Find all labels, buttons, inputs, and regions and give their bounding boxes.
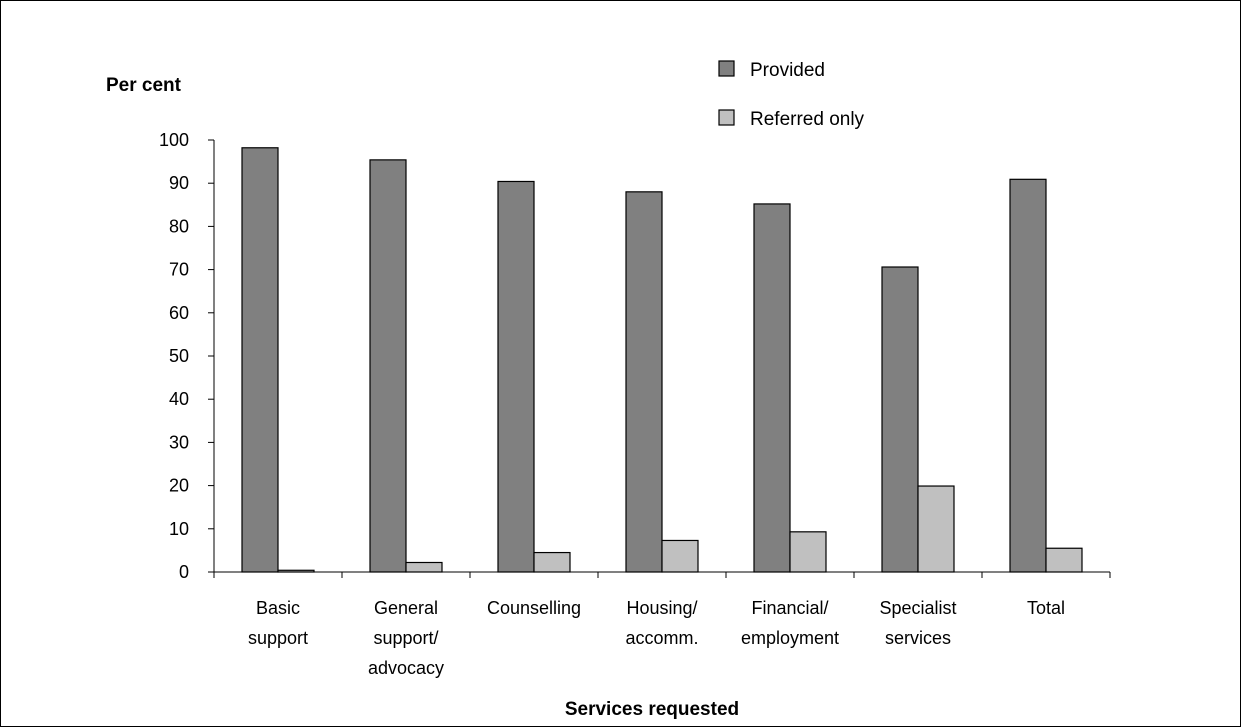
bar-provided	[241, 147, 279, 573]
x-tick-label: Specialist services	[879, 598, 956, 648]
x-tick-label: Basic support	[248, 598, 308, 648]
bar-referred-only	[1045, 547, 1083, 573]
bar-provided	[753, 203, 791, 573]
y-tick-label: 70	[169, 260, 189, 280]
bar-referred-only	[917, 485, 955, 573]
x-tick-label: General support/advocacy	[368, 598, 444, 678]
legend-swatch-provided	[718, 60, 735, 77]
y-tick-label: 60	[169, 303, 189, 323]
y-tick-label: 0	[179, 562, 189, 582]
y-tick-label: 30	[169, 432, 189, 452]
bar-provided	[881, 266, 919, 573]
y-tick-label: 20	[169, 476, 189, 496]
bar-referred-only	[533, 551, 571, 573]
x-tick-label: Housing/accomm.	[625, 598, 698, 648]
legend-swatch-referred-only	[718, 109, 735, 126]
y-tick-label: 80	[169, 216, 189, 236]
y-tick-label: 50	[169, 346, 189, 366]
y-tick-label: 100	[159, 130, 189, 150]
bar-provided	[1009, 178, 1047, 573]
x-tick-label: Counselling	[487, 598, 581, 618]
bar-referred-only	[789, 531, 827, 573]
x-axis-title: Services requested	[565, 699, 739, 720]
bar-provided	[369, 159, 407, 573]
x-tick-label: Total	[1027, 598, 1065, 618]
bar-referred-only	[661, 539, 699, 573]
y-tick-label: 90	[169, 173, 189, 193]
legend-label-provided: Provided	[750, 60, 825, 81]
bar-provided	[497, 180, 535, 573]
bar-provided	[625, 191, 663, 573]
bar-referred-only	[277, 569, 315, 573]
legend-label-referred-only: Referred only	[750, 109, 865, 130]
y-tick-label: 40	[169, 389, 189, 409]
y-axis-title: Per cent	[106, 75, 182, 96]
y-tick-label: 10	[169, 519, 189, 539]
bar-referred-only	[405, 561, 443, 573]
x-tick-label: Financial/employment	[741, 598, 839, 648]
